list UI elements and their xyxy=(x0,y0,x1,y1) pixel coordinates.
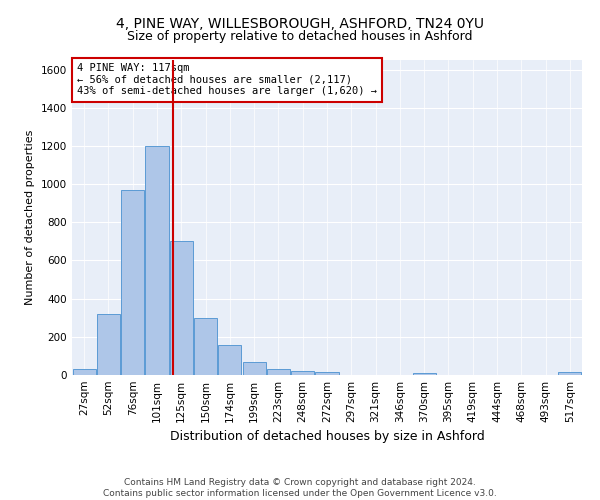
X-axis label: Distribution of detached houses by size in Ashford: Distribution of detached houses by size … xyxy=(170,430,484,444)
Bar xyxy=(413,373,436,375)
Bar xyxy=(97,314,120,375)
Text: 4 PINE WAY: 117sqm
← 56% of detached houses are smaller (2,117)
43% of semi-deta: 4 PINE WAY: 117sqm ← 56% of detached hou… xyxy=(77,63,377,96)
Bar xyxy=(73,370,95,375)
Bar xyxy=(242,362,266,375)
Bar xyxy=(218,346,241,375)
Text: 4, PINE WAY, WILLESBOROUGH, ASHFORD, TN24 0YU: 4, PINE WAY, WILLESBOROUGH, ASHFORD, TN2… xyxy=(116,18,484,32)
Bar xyxy=(121,190,144,375)
Text: Size of property relative to detached houses in Ashford: Size of property relative to detached ho… xyxy=(127,30,473,43)
Bar xyxy=(170,242,193,375)
Bar xyxy=(194,318,217,375)
Bar xyxy=(291,371,314,375)
Text: Contains HM Land Registry data © Crown copyright and database right 2024.
Contai: Contains HM Land Registry data © Crown c… xyxy=(103,478,497,498)
Bar xyxy=(267,370,290,375)
Bar xyxy=(559,372,581,375)
Bar xyxy=(316,372,338,375)
Bar xyxy=(145,146,169,375)
Y-axis label: Number of detached properties: Number of detached properties xyxy=(25,130,35,305)
